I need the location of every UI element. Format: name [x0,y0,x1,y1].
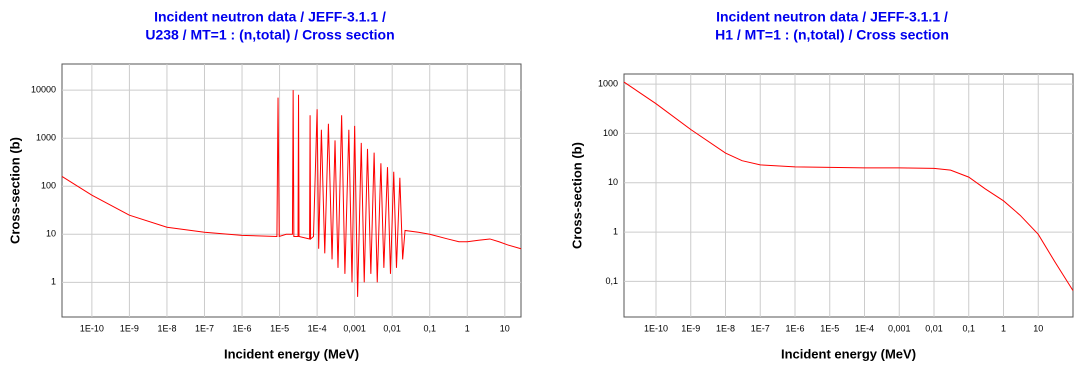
x-tick-label: 1E-8 [157,323,176,333]
plot-area [623,73,1074,318]
plot-area [61,63,522,318]
x-tick-label: 0,01 [383,323,401,333]
y-tick-label: 10 [46,229,56,239]
x-tick-label: 1E-8 [716,323,735,333]
x-tick-label: 0,001 [888,323,911,333]
x-tick-label: 1E-6 [785,323,804,333]
y-tick-label: 100 [41,181,56,191]
y-tick-label: 100 [603,128,618,138]
x-tick-label: 10 [500,323,510,333]
x-tick-label: 0,01 [925,323,943,333]
y-tick-label: 1000 [598,78,618,88]
x-tick-label: 1E-9 [681,323,700,333]
x-tick-label: 0,1 [962,323,975,333]
y-tick-label: 10 [608,177,618,187]
x-axis-label: Incident energy (MeV) [781,346,916,361]
x-tick-label: 1E-7 [751,323,770,333]
x-tick-label: 1E-4 [308,323,327,333]
x-tick-label: 1 [1001,323,1006,333]
y-tick-label: 1000 [36,133,56,143]
x-axis-label: Incident energy (MeV) [224,346,359,361]
data-line [623,81,1074,291]
y-tick-label: 10000 [31,85,56,95]
y-tick-label: 1 [613,226,618,236]
x-tick-label: 1E-10 [644,323,668,333]
x-tick-label: 1E-9 [120,323,139,333]
x-tick-label: 0,001 [343,323,366,333]
y-tick-label: 1 [51,277,56,287]
data-line [61,90,522,297]
x-tick-label: 1E-7 [195,323,214,333]
x-tick-label: 1 [465,323,470,333]
x-tick-label: 1E-10 [80,323,104,333]
chart-title: U238 / MT=1 : (n,total) / Cross section [145,27,394,43]
x-tick-label: 10 [1033,323,1043,333]
y-tick-label: 0,1 [605,276,618,286]
y-axis-label: Cross-section (b) [7,137,22,244]
y-axis-label: Cross-section (b) [569,142,584,249]
x-tick-label: 1E-5 [820,323,839,333]
x-tick-label: 1E-6 [233,323,252,333]
chart-title: H1 / MT=1 : (n,total) / Cross section [715,27,949,43]
chart-title: Incident neutron data / JEFF-3.1.1 / [716,9,948,25]
x-tick-label: 0,1 [423,323,436,333]
x-tick-label: 1E-4 [855,323,874,333]
x-tick-label: 1E-5 [270,323,289,333]
chart-title: Incident neutron data / JEFF-3.1.1 / [154,9,386,25]
